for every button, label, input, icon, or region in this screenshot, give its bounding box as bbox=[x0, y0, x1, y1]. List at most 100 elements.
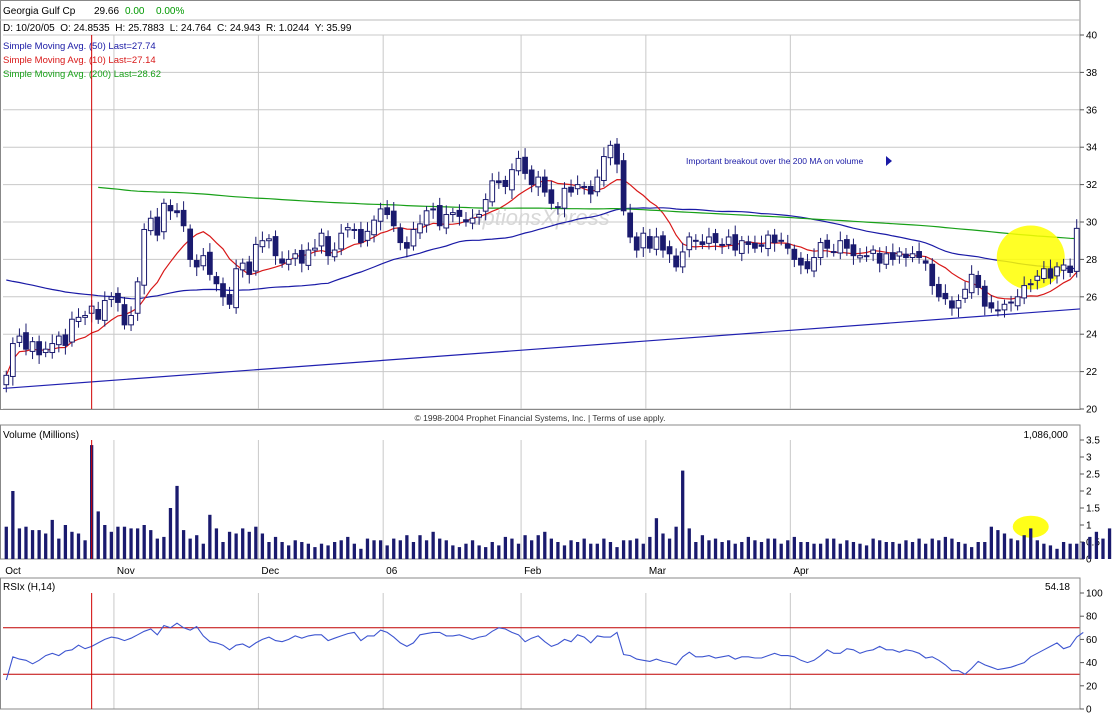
candle-body bbox=[29, 341, 36, 352]
volume-bar bbox=[713, 538, 718, 559]
candle-body bbox=[174, 210, 180, 214]
candle-body bbox=[489, 180, 496, 203]
candle-body bbox=[318, 232, 325, 247]
candle-body bbox=[55, 335, 62, 346]
price-tick-label: 32 bbox=[1086, 180, 1098, 191]
candle-body bbox=[305, 249, 312, 266]
volume-bar bbox=[234, 533, 238, 559]
candle-body bbox=[568, 186, 574, 193]
volume-bar bbox=[17, 528, 22, 559]
candle-body bbox=[344, 227, 351, 231]
candle-body bbox=[147, 217, 154, 232]
candle-body bbox=[200, 255, 207, 267]
candle-body bbox=[725, 236, 732, 245]
volume-highlight bbox=[1012, 515, 1049, 538]
volume-bar bbox=[595, 543, 599, 559]
volume-bar bbox=[116, 526, 120, 559]
price-tick-label: 22 bbox=[1086, 367, 1098, 378]
candle-body bbox=[745, 241, 752, 245]
candle-body bbox=[903, 253, 909, 259]
x-tick-label: Oct bbox=[5, 566, 21, 577]
volume-bar bbox=[878, 540, 882, 559]
volume-bar bbox=[444, 540, 448, 559]
price-tick-label: 34 bbox=[1086, 143, 1098, 154]
volume-bar bbox=[523, 535, 527, 559]
candle-body bbox=[627, 212, 634, 238]
volume-bar bbox=[109, 531, 113, 559]
volume-bar bbox=[556, 542, 560, 559]
volume-bar bbox=[805, 542, 810, 559]
volume-bar bbox=[1081, 542, 1085, 559]
volume-bar bbox=[674, 526, 678, 559]
candle-body bbox=[738, 240, 745, 254]
volume-bar bbox=[858, 543, 862, 559]
candle-body bbox=[272, 236, 279, 257]
candle-body bbox=[482, 199, 489, 212]
volume-bar bbox=[378, 540, 383, 559]
volume-bar bbox=[904, 540, 908, 559]
volume-bar bbox=[582, 538, 586, 559]
candle-body bbox=[870, 249, 877, 254]
volume-bar bbox=[76, 533, 81, 559]
candle-body bbox=[1027, 283, 1034, 286]
candle-body bbox=[515, 157, 522, 172]
volume-bar bbox=[372, 540, 376, 559]
ohlc-readout: D: 10/20/05 O: 24.8535 H: 25.7883 L: 24.… bbox=[3, 23, 352, 34]
candle-body bbox=[1060, 264, 1067, 271]
volume-bar bbox=[168, 508, 173, 559]
volume-bar bbox=[851, 542, 856, 559]
candle-body bbox=[1047, 268, 1054, 279]
candle-body bbox=[876, 252, 883, 264]
volume-bar bbox=[241, 528, 245, 559]
volume-bar bbox=[1068, 543, 1072, 559]
candle-body bbox=[377, 208, 384, 222]
volume-bar bbox=[162, 536, 166, 559]
volume-bar bbox=[740, 542, 744, 559]
x-tick-label: Mar bbox=[649, 566, 667, 577]
candle-body bbox=[1041, 268, 1047, 279]
volume-tick-label: 3.5 bbox=[1086, 436, 1100, 447]
candle-body bbox=[187, 228, 194, 260]
candle-body bbox=[712, 233, 719, 244]
volume-bar bbox=[221, 542, 225, 559]
candle-body bbox=[804, 261, 811, 270]
volume-bar bbox=[50, 519, 54, 559]
volume-bar bbox=[1075, 543, 1079, 559]
rsi-tick-label: 100 bbox=[1086, 589, 1103, 600]
candle-body bbox=[331, 249, 338, 258]
volume-bar bbox=[405, 535, 409, 559]
candle-body bbox=[857, 255, 863, 259]
candle-body bbox=[167, 205, 174, 212]
candle-body bbox=[1067, 265, 1074, 273]
volume-bar bbox=[1055, 548, 1059, 559]
volume-bar bbox=[1048, 545, 1053, 559]
candle-body bbox=[476, 214, 482, 218]
volume-bar bbox=[195, 535, 199, 559]
volume-bar bbox=[799, 542, 803, 559]
volume-bar bbox=[753, 540, 757, 559]
volume-bar bbox=[575, 542, 580, 559]
candle-body bbox=[660, 235, 666, 251]
candle-body bbox=[975, 274, 982, 288]
candle-body bbox=[594, 176, 601, 193]
volume-bar bbox=[720, 542, 724, 559]
candle-body bbox=[535, 176, 542, 188]
volume-bar bbox=[1101, 538, 1105, 559]
candle-body bbox=[620, 160, 627, 212]
volume-bar bbox=[694, 542, 698, 559]
volume-bar bbox=[326, 545, 330, 559]
candle-body bbox=[298, 249, 305, 264]
volume-bar bbox=[319, 543, 324, 559]
volume-bar bbox=[149, 530, 153, 559]
volume-bar bbox=[70, 531, 74, 559]
candle-body bbox=[259, 240, 266, 248]
candle-body bbox=[115, 292, 121, 303]
candle-body bbox=[463, 219, 469, 223]
volume-bar bbox=[818, 543, 823, 559]
volume-bar bbox=[1088, 536, 1092, 559]
volume-bar bbox=[733, 543, 737, 559]
volume-bar bbox=[477, 545, 481, 559]
volume-bar bbox=[484, 547, 488, 559]
volume-bar bbox=[208, 514, 212, 559]
volume-bar bbox=[628, 540, 632, 559]
